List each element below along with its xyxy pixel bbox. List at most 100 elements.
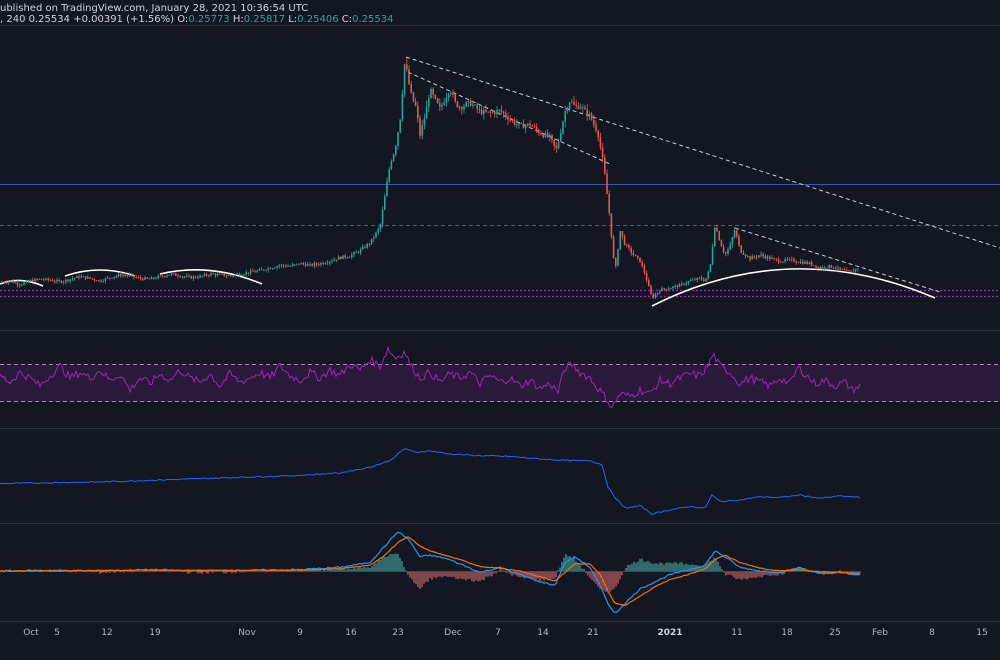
candle-body [571, 101, 573, 103]
candle-body [309, 263, 311, 265]
candle-body [192, 276, 195, 279]
arc-4[interactable] [651, 268, 936, 307]
candle-body [265, 270, 267, 271]
candle-body [285, 265, 287, 267]
time-tick-label: 12 [101, 628, 112, 638]
macd-hist-bar [207, 571, 209, 574]
last-price: 0.25534 [28, 14, 70, 25]
macd-hist-bar [477, 571, 479, 582]
candle-body [736, 230, 738, 236]
trendline-lower[interactable] [734, 227, 941, 293]
candle-body [645, 272, 648, 281]
candle-body [104, 278, 107, 282]
candle-body [205, 274, 208, 276]
macd-hist-bar [123, 571, 125, 573]
macd-hist-bar [585, 571, 587, 574]
candle-body [293, 264, 296, 266]
candle-body [425, 106, 428, 119]
macd-hist-bar [143, 570, 145, 572]
candle-body [340, 256, 342, 259]
candle-body [278, 265, 280, 267]
candle-body [725, 252, 727, 254]
macd-hist-bar [713, 557, 715, 572]
macd-hist-bar [327, 569, 329, 572]
candle-body [241, 275, 243, 276]
macd-hist-bar [747, 571, 749, 579]
candle-body [172, 273, 175, 275]
macd-hist-bar [411, 571, 413, 580]
candles [1, 58, 859, 300]
obv-line[interactable] [0, 448, 861, 515]
arc-3[interactable] [159, 268, 263, 285]
macd-hist-bar [69, 571, 71, 573]
macd-hist-bar [167, 571, 169, 572]
candle-body [549, 134, 551, 137]
candle-body [555, 145, 558, 149]
candle-body [164, 276, 166, 277]
macd-hist-bar [205, 571, 207, 573]
candle-body [509, 119, 511, 121]
candle-body [238, 274, 241, 276]
macd-hist-bar [497, 571, 499, 572]
trendline-upper[interactable] [405, 56, 1000, 249]
candle-body [113, 276, 115, 279]
candle-body [276, 266, 278, 268]
macd-hist-bar [487, 571, 489, 577]
macd-hist-bar [635, 562, 637, 572]
candle-body [848, 270, 850, 272]
candle-body [676, 285, 679, 287]
macd-hist-bar [501, 570, 503, 572]
rsi-line[interactable] [0, 345, 861, 409]
candle-body [740, 245, 742, 253]
candle-body [665, 289, 668, 290]
candle-body [511, 120, 514, 121]
candle-body [716, 227, 718, 232]
macd-hist-bar [631, 563, 633, 572]
macd-hist-bar [97, 571, 99, 572]
macd-hist-bar [331, 569, 333, 572]
candle-body [161, 275, 164, 277]
candle-body [234, 274, 236, 276]
macd-hist-bar [111, 571, 113, 572]
candle-body [441, 104, 443, 107]
candle-body [593, 119, 595, 125]
macd-hist-bar [413, 571, 415, 583]
macd-hist-bar [243, 571, 245, 573]
macd-hist-bar [449, 571, 451, 577]
macd-hist-bar [721, 569, 723, 572]
macd-hist-bar [719, 566, 721, 572]
signal-line[interactable] [0, 536, 861, 606]
candle-body [485, 109, 487, 112]
candle-body [500, 109, 503, 112]
chart-header: ublished on TradingView.com, January 28,… [0, 0, 1000, 26]
candle-body [584, 107, 586, 110]
macd-hist-bar [453, 571, 455, 577]
candle-body [681, 283, 683, 285]
arc-2[interactable] [64, 269, 136, 277]
candle-body [535, 126, 538, 130]
candle-body [802, 261, 804, 264]
macd-hist-bar [505, 571, 507, 573]
macd-hist-bar [225, 571, 227, 574]
candle-body [428, 98, 430, 107]
candle-body [729, 244, 731, 250]
candle-body [610, 213, 613, 237]
macd-hist-bar [771, 571, 773, 576]
macd-hist-bar [51, 571, 53, 572]
candle-body [674, 285, 676, 287]
open-value: 0.25773 [188, 14, 230, 25]
macd-hist-bar [133, 571, 135, 572]
macd-hist-bar [257, 570, 259, 572]
time-tick-label: 5 [54, 628, 60, 638]
macd-hist-bar [177, 571, 179, 572]
macd-hist-bar [839, 570, 841, 572]
macd-hist-bar [513, 571, 515, 575]
macd-hist-bar [503, 570, 505, 572]
arc-1[interactable] [0, 279, 44, 287]
candle-body [450, 92, 452, 94]
candle-body [320, 263, 322, 265]
candle-body [738, 235, 740, 246]
macd-hist-bar [745, 571, 747, 580]
candle-body [601, 147, 604, 158]
